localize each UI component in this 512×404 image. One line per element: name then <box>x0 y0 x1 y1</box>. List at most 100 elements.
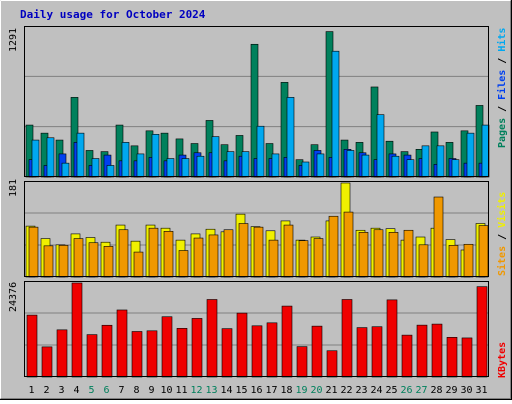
bar-kbytes-day-29 <box>446 337 458 378</box>
bar-sites-day-17 <box>268 239 279 278</box>
bar-hits-day-5 <box>91 158 100 178</box>
bar-hits-day-22 <box>346 150 355 178</box>
ymax-middle: 181 <box>8 179 19 197</box>
panel-border <box>24 281 489 377</box>
bar-hits-day-24 <box>376 114 385 178</box>
bar-kbytes-day-6 <box>101 324 113 378</box>
legend-kbytes: KBytes <box>497 342 508 378</box>
bar-hits-day-17 <box>271 153 280 178</box>
bar-sites-day-18 <box>283 224 294 278</box>
day-label-6: 6 <box>103 385 109 396</box>
bar-hits-day-16 <box>256 125 265 178</box>
bar-kbytes-day-22 <box>341 299 353 378</box>
bar-kbytes-day-23 <box>356 327 368 378</box>
panel-border <box>24 26 489 177</box>
legend-top: Pages / Files / Hits <box>496 28 508 148</box>
bar-kbytes-day-1 <box>26 314 38 378</box>
bar-sites-day-5 <box>88 242 99 278</box>
ymax-bottom: 24376 <box>8 282 19 312</box>
day-label-17: 17 <box>265 385 277 396</box>
bar-sites-day-31 <box>478 225 489 278</box>
bar-hits-day-21 <box>331 50 340 178</box>
day-label-20: 20 <box>310 385 322 396</box>
day-label-3: 3 <box>58 385 64 396</box>
bar-kbytes-day-27 <box>416 324 428 378</box>
chart-title: Daily usage for October 2024 <box>20 8 206 21</box>
legend-middle: Sites / Visits <box>496 192 508 276</box>
bar-hits-day-3 <box>61 162 70 178</box>
bar-kbytes-day-14 <box>221 328 233 378</box>
panel-sites-visits <box>24 181 489 278</box>
bar-sites-day-21 <box>328 215 339 278</box>
bar-hits-day-27 <box>421 145 430 178</box>
bar-sites-day-1 <box>28 226 39 278</box>
bar-hits-day-7 <box>121 142 130 178</box>
bar-hits-day-28 <box>436 145 445 178</box>
bar-sites-day-29 <box>448 245 459 278</box>
day-label-13: 13 <box>205 385 217 396</box>
day-label-7: 7 <box>118 385 124 396</box>
day-label-15: 15 <box>235 385 247 396</box>
bar-kbytes-day-5 <box>86 334 98 378</box>
legend-pages: Pages <box>497 118 508 148</box>
bar-sites-day-24 <box>373 229 384 278</box>
day-label-30: 30 <box>460 385 472 396</box>
bar-kbytes-day-8 <box>131 331 143 378</box>
bar-kbytes-day-10 <box>161 316 173 378</box>
panel-pages-files-hits <box>24 26 490 178</box>
bar-hits-day-20 <box>316 153 325 178</box>
day-label-9: 9 <box>148 385 154 396</box>
bar-hits-day-8 <box>136 153 145 178</box>
bar-sites-day-19 <box>298 240 309 278</box>
bar-hits-day-31 <box>481 124 490 178</box>
bar-kbytes-day-25 <box>386 299 398 378</box>
bar-sites-day-8 <box>133 251 144 278</box>
bar-kbytes-day-17 <box>266 322 278 378</box>
bar-kbytes-day-13 <box>206 299 218 378</box>
bar-hits-day-6 <box>106 165 115 178</box>
day-label-8: 8 <box>133 385 139 396</box>
bar-kbytes-day-31 <box>476 286 488 378</box>
day-label-26: 26 <box>400 385 412 396</box>
day-label-12: 12 <box>190 385 202 396</box>
day-label-5: 5 <box>88 385 94 396</box>
bar-kbytes-day-11 <box>176 328 188 378</box>
bar-hits-day-13 <box>211 136 220 178</box>
bar-sites-day-10 <box>163 230 174 278</box>
bar-kbytes-day-18 <box>281 305 293 378</box>
bar-sites-day-7 <box>118 229 129 278</box>
bar-kbytes-day-15 <box>236 312 248 378</box>
bar-sites-day-14 <box>223 229 234 278</box>
bar-hits-day-19 <box>301 161 310 178</box>
bar-hits-day-9 <box>151 133 160 178</box>
day-label-27: 27 <box>415 385 427 396</box>
bar-sites-day-2 <box>43 245 54 278</box>
bar-kbytes-day-28 <box>431 323 443 378</box>
day-label-18: 18 <box>280 385 292 396</box>
day-label-2: 2 <box>43 385 49 396</box>
bar-hits-day-14 <box>226 151 235 178</box>
panel-kbytes <box>24 281 489 378</box>
bar-sites-day-23 <box>358 232 369 278</box>
bar-sites-day-28 <box>433 196 444 278</box>
bar-hits-day-1 <box>31 139 40 178</box>
bar-sites-day-4 <box>73 238 84 278</box>
bar-hits-day-25 <box>391 155 400 178</box>
legend-visits: Visits <box>496 192 508 228</box>
day-label-1: 1 <box>28 385 34 396</box>
bar-kbytes-day-26 <box>401 334 413 378</box>
day-label-16: 16 <box>250 385 262 396</box>
bar-sites-day-13 <box>208 234 219 278</box>
bar-hits-day-2 <box>46 137 55 178</box>
bar-kbytes-day-2 <box>41 346 53 378</box>
day-label-31: 31 <box>475 385 487 396</box>
bar-sites-day-30 <box>463 243 474 278</box>
bar-kbytes-day-12 <box>191 318 203 378</box>
bar-kbytes-day-30 <box>461 337 473 378</box>
bar-sites-day-11 <box>178 250 189 278</box>
bar-kbytes-day-21 <box>326 350 338 378</box>
day-label-28: 28 <box>430 385 442 396</box>
bar-hits-day-15 <box>241 151 250 178</box>
legend-sites: Sites <box>496 246 508 276</box>
